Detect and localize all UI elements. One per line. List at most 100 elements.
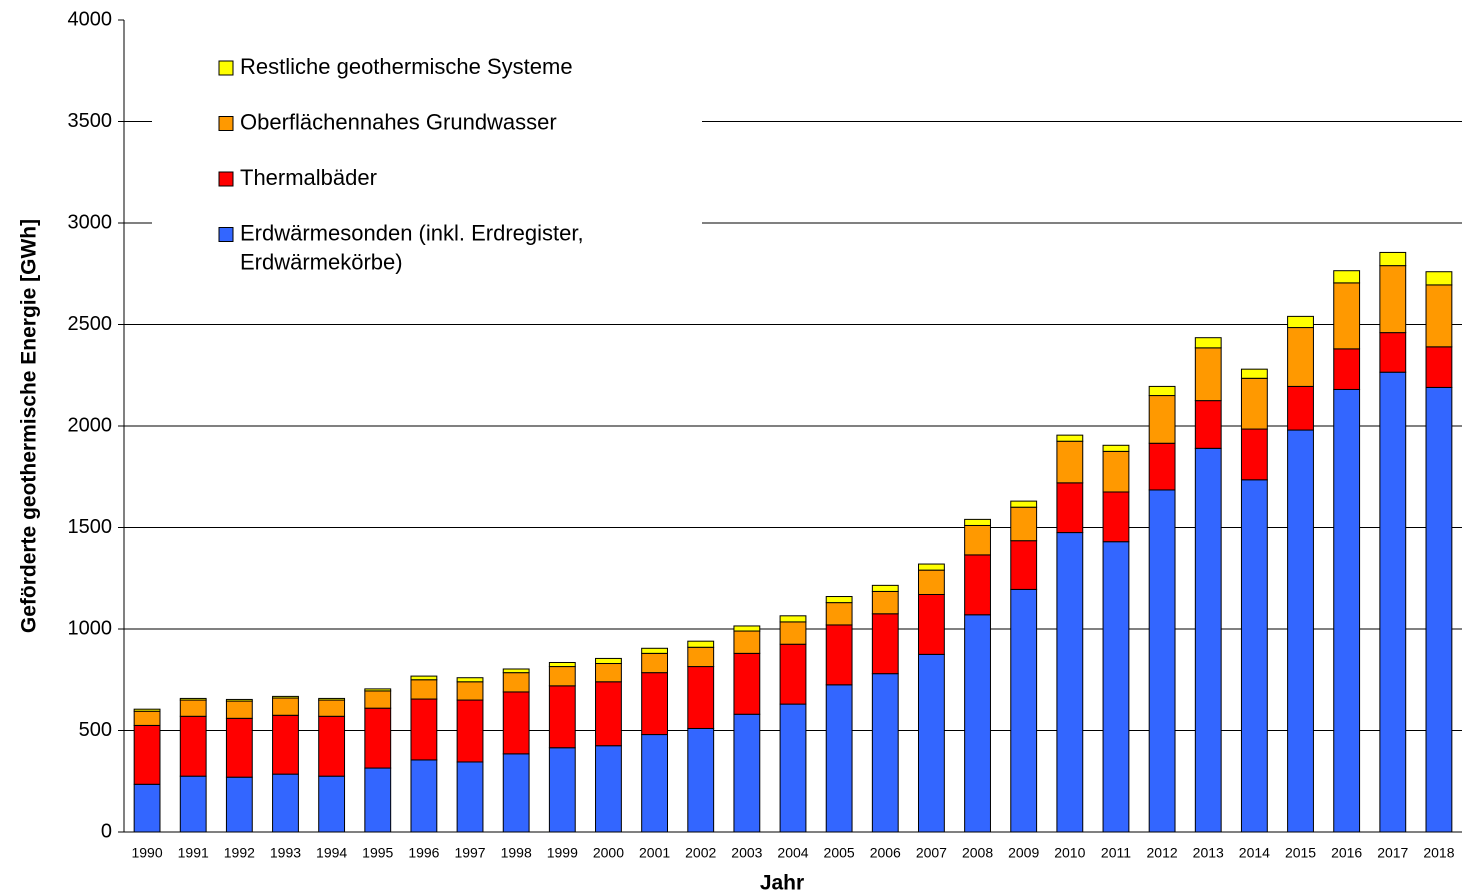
bar-segment xyxy=(595,657,622,665)
bar-segment xyxy=(1379,251,1407,267)
legend-swatch xyxy=(218,116,234,131)
x-tick-label: 1991 xyxy=(178,845,209,861)
bar-segment xyxy=(502,753,530,833)
legend-label: Oberflächennahes Grundwasser xyxy=(240,109,557,134)
bar-segment xyxy=(133,724,161,785)
bar-segment xyxy=(595,681,622,747)
bar-segment xyxy=(779,615,807,623)
bar-segment xyxy=(825,596,853,604)
bar-segment xyxy=(364,767,392,833)
x-axis-label: Jahr xyxy=(760,872,804,895)
bar-segment xyxy=(410,675,438,681)
x-tick-label: 2016 xyxy=(1331,845,1362,861)
bar-segment xyxy=(917,569,945,595)
y-tick-label: 2500 xyxy=(68,313,113,335)
bar-segment xyxy=(964,518,991,526)
bar-segment xyxy=(364,690,392,709)
y-tick-label: 500 xyxy=(79,719,112,741)
bar-segment xyxy=(456,699,484,763)
x-tick-label: 2010 xyxy=(1054,845,1085,861)
legend-swatch xyxy=(218,171,234,187)
bar-segment xyxy=(225,700,253,719)
bar-segment xyxy=(225,698,253,702)
bar-segment xyxy=(318,699,346,717)
bar-segment xyxy=(179,775,207,833)
legend-swatch xyxy=(218,60,234,76)
bar-segment xyxy=(733,630,761,654)
bar-segment xyxy=(1056,482,1084,534)
bar-segment xyxy=(364,688,392,692)
x-tick-label: 1994 xyxy=(316,845,347,861)
bar-segment xyxy=(1287,315,1314,329)
bar-segment xyxy=(1287,327,1314,387)
x-tick-label: 2017 xyxy=(1377,845,1408,861)
bar-segment xyxy=(1148,395,1176,444)
bar-segment xyxy=(825,624,853,686)
y-tick-label: 2000 xyxy=(68,414,113,436)
bar-segment xyxy=(964,554,991,616)
bar-segment xyxy=(871,613,899,675)
bar-segment xyxy=(687,640,715,648)
x-tick-label: 1993 xyxy=(270,845,301,861)
y-tick-label: 3000 xyxy=(68,211,113,233)
bar-segment xyxy=(1333,388,1361,833)
x-tick-label: 2014 xyxy=(1239,845,1270,861)
bar-segment xyxy=(687,727,715,833)
bar-segment xyxy=(502,672,530,693)
x-tick-label: 1996 xyxy=(408,845,439,861)
bar-segment xyxy=(871,590,899,615)
bar-segment xyxy=(548,666,576,687)
bar-segment xyxy=(1056,532,1084,833)
bar-segment xyxy=(502,668,530,674)
bar-segment xyxy=(1425,386,1453,833)
bar-segment xyxy=(364,707,392,769)
bar-segment xyxy=(1333,270,1361,284)
bar-segment xyxy=(825,602,853,626)
bar-segment xyxy=(595,663,622,683)
bar-segment xyxy=(779,703,807,833)
bar-segment xyxy=(1194,347,1222,402)
legend-swatch xyxy=(218,227,234,242)
legend-label-line: Erdwärmesonden (inkl. Erdregister, xyxy=(240,220,584,245)
x-tick-label: 2008 xyxy=(962,845,993,861)
bar-segment xyxy=(272,714,299,775)
bar-segment xyxy=(871,584,899,592)
x-tick-label: 2002 xyxy=(685,845,716,861)
bar-segment xyxy=(1102,450,1130,493)
bar-segment xyxy=(1287,385,1314,431)
x-tick-label: 1999 xyxy=(547,845,578,861)
bar-segment xyxy=(1056,440,1084,484)
bar-segment xyxy=(687,646,715,668)
bar-segment xyxy=(1240,479,1268,833)
y-tick-label: 4000 xyxy=(68,8,113,30)
bar-segment xyxy=(1425,271,1453,286)
x-tick-label: 1997 xyxy=(454,845,485,861)
bar-segment xyxy=(456,761,484,833)
bar-segment xyxy=(456,681,484,701)
legend-label: Restliche geothermische Systeme xyxy=(240,54,573,79)
bar-segment xyxy=(272,697,299,716)
bar-segment xyxy=(641,734,669,833)
bar-segment xyxy=(1010,588,1038,833)
bar-segment xyxy=(917,563,945,571)
bar-segment xyxy=(641,652,669,674)
x-tick-label: 2006 xyxy=(870,845,901,861)
bar-segment xyxy=(779,621,807,645)
x-tick-label: 2005 xyxy=(824,845,855,861)
x-tick-label: 2001 xyxy=(639,845,670,861)
x-tick-label: 1995 xyxy=(362,845,393,861)
y-tick-label: 0 xyxy=(101,820,112,842)
bar-segment xyxy=(964,524,991,556)
x-tick-label: 2003 xyxy=(731,845,762,861)
bar-segment xyxy=(641,647,669,654)
x-tick-label: 2012 xyxy=(1147,845,1178,861)
y-tick-label: 1500 xyxy=(68,516,113,538)
bar-segment xyxy=(1148,385,1176,397)
bar-segment xyxy=(687,666,715,729)
x-tick-label: 2011 xyxy=(1101,845,1131,861)
bar-segment xyxy=(1056,434,1084,442)
bar-segment xyxy=(733,625,761,632)
bar-segment xyxy=(1194,400,1222,449)
bar-segment xyxy=(1240,377,1268,430)
bar-segment xyxy=(1425,284,1453,348)
